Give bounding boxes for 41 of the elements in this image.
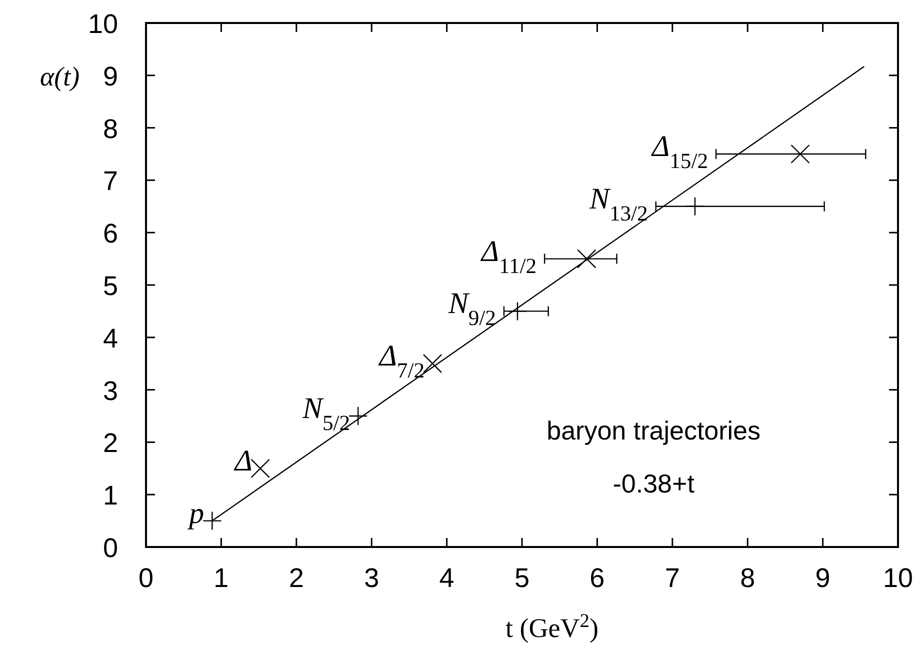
y-tick-label: 6 xyxy=(102,218,118,249)
point xyxy=(348,406,368,426)
y-tick-label: 1 xyxy=(102,480,118,511)
annotation: N$_{9/2}$ xyxy=(447,287,496,330)
y-tick-label: 2 xyxy=(102,428,118,458)
annotation: N$_{13/2}$ xyxy=(588,182,648,226)
x-tick-label: 7 xyxy=(664,563,680,593)
annotation: baryon trajectories xyxy=(546,416,761,446)
y-tick-label: 5 xyxy=(102,271,118,301)
point xyxy=(250,458,270,478)
x-tick-label: 6 xyxy=(590,563,605,593)
x-tick-label: 9 xyxy=(815,563,830,593)
x-tick-label: 2 xyxy=(288,563,304,593)
annotation: Δ$_{11/2}$ xyxy=(480,234,537,278)
point xyxy=(790,144,810,164)
x-tick-label: 5 xyxy=(514,563,530,593)
point xyxy=(202,511,222,530)
y-tick-label: 8 xyxy=(102,114,118,144)
y-tick-label: 4 xyxy=(102,323,118,354)
x-tick-label: 4 xyxy=(439,563,454,593)
annotation: Δ$_{7/2}$ xyxy=(378,340,425,383)
point xyxy=(422,354,442,374)
x-axis-title: t (GeV$^{2}$) xyxy=(506,610,598,643)
y-tick-label: 10 xyxy=(88,9,118,39)
annotation: Δ$_{15/2}$ xyxy=(651,130,708,173)
x-tick-label: 8 xyxy=(740,563,756,593)
y-axis-title: α(t) xyxy=(40,61,80,92)
point xyxy=(508,302,528,321)
x-tick-label: 1 xyxy=(214,563,229,593)
y-tick-label: 9 xyxy=(102,61,118,92)
annotation: -0.38+t xyxy=(612,468,696,499)
annotation: p xyxy=(187,496,204,530)
annotation: N$_{5/2}$ xyxy=(301,392,350,435)
annotation: Δ xyxy=(234,444,252,478)
y-tick-label: 3 xyxy=(102,376,118,406)
x-tick-label: 3 xyxy=(364,563,380,593)
point xyxy=(577,249,596,268)
x-tick-label: 10 xyxy=(882,563,914,593)
y-tick-label: 0 xyxy=(102,533,118,563)
x-tick-label: 0 xyxy=(138,563,154,593)
y-tick-label: 7 xyxy=(102,166,118,196)
